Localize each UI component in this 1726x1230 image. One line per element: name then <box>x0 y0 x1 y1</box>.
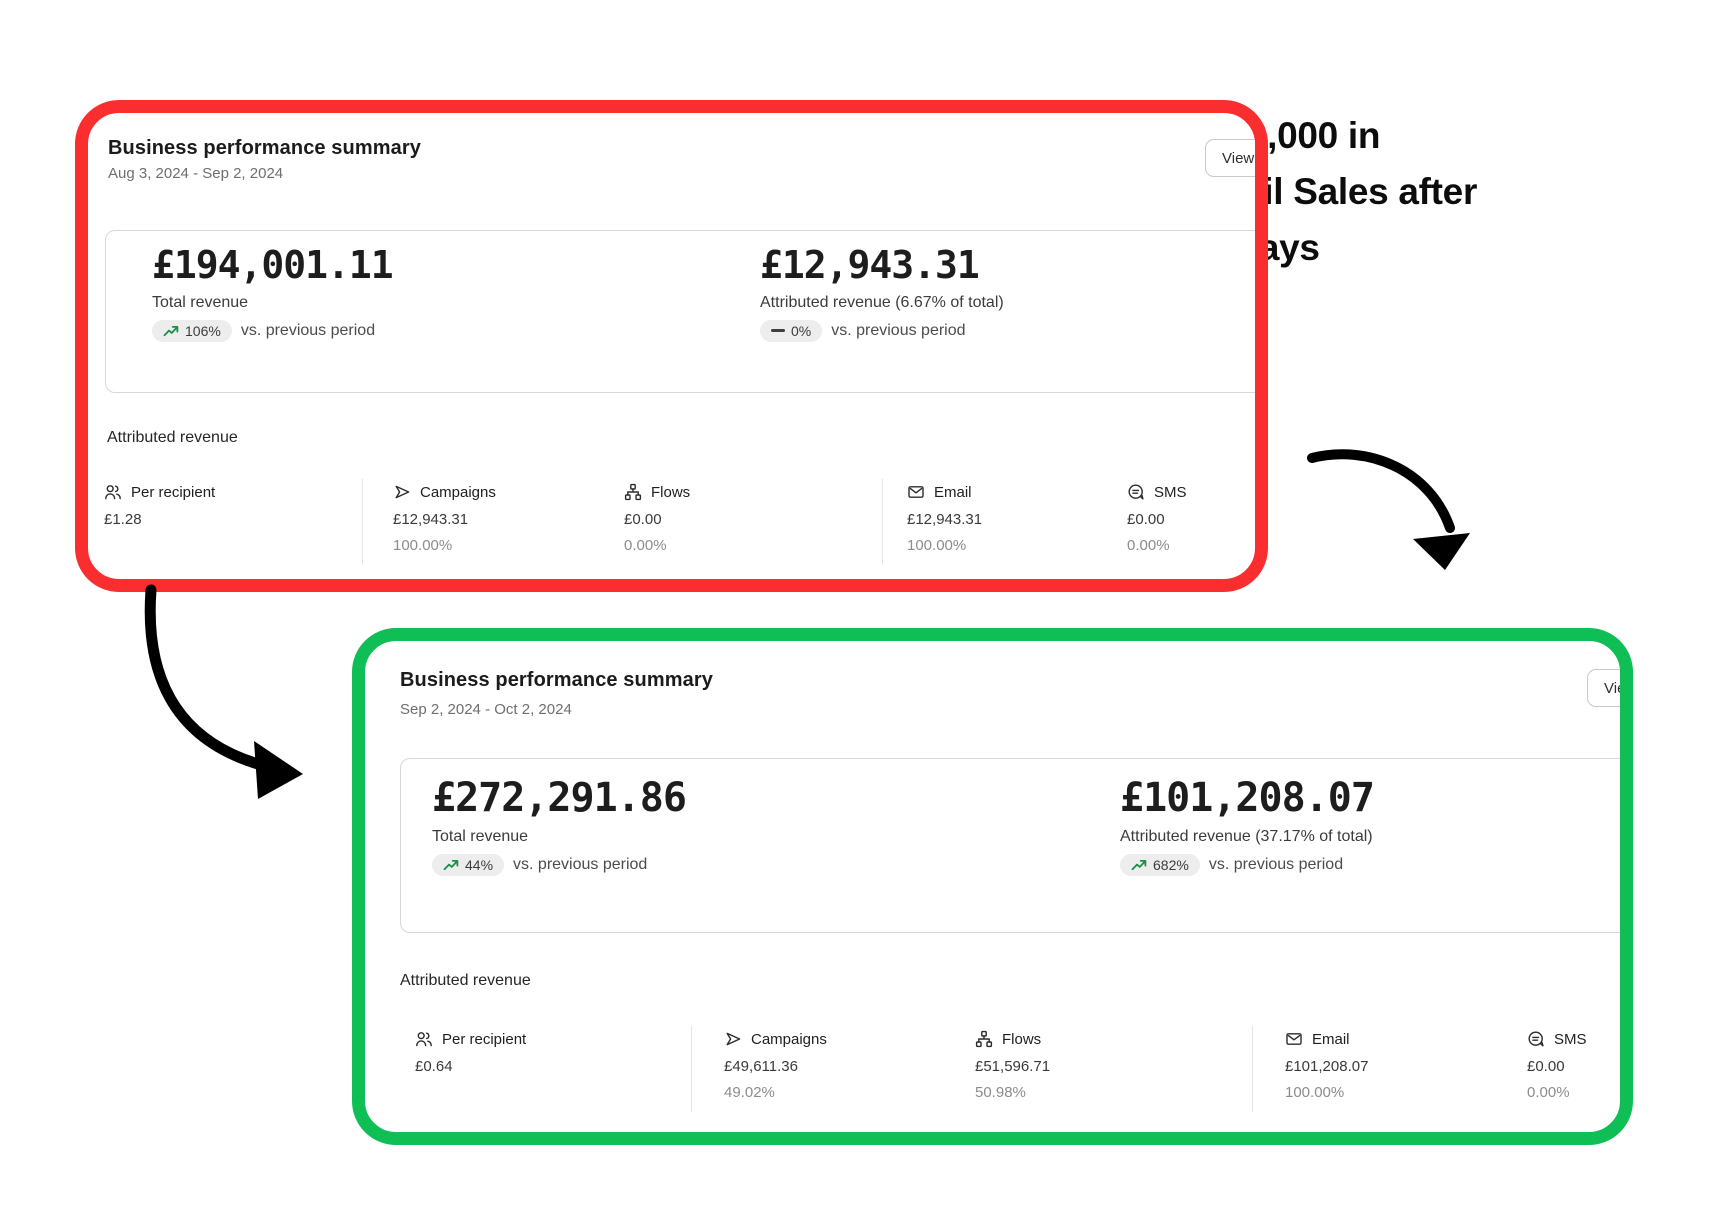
trend-up-icon <box>443 857 459 873</box>
column-percent: 50.98% <box>975 1084 1026 1101</box>
performance-card-after: Business performance summary Sep 2, 2024… <box>352 628 1633 1145</box>
arrow-right-icon <box>1307 449 1470 570</box>
total-revenue-label: Total revenue <box>432 827 529 845</box>
column-value: £0.00 <box>1127 511 1165 528</box>
column-label: Email <box>1312 1030 1350 1048</box>
column-label: Campaigns <box>420 483 496 501</box>
trend-percent: 106% <box>185 322 221 339</box>
date-range: Aug 3, 2024 - Sep 2, 2024 <box>108 165 284 182</box>
view-details-button[interactable]: View d <box>1205 139 1255 177</box>
column-label: Flows <box>651 483 691 501</box>
column-per-recipient: Per recipient £0.64 <box>415 1029 630 1076</box>
column-value: £101,208.07 <box>1285 1058 1369 1075</box>
card-title: Business performance summary <box>400 669 713 691</box>
people-icon <box>415 1030 433 1048</box>
column-label: SMS <box>1554 1030 1587 1048</box>
total-revenue-label: Total revenue <box>152 293 249 311</box>
sms-icon <box>1527 1030 1545 1048</box>
date-range: Sep 2, 2024 - Oct 2, 2024 <box>400 701 572 718</box>
performance-card-before: Business performance summary Aug 3, 2024… <box>75 100 1268 592</box>
column-value: £0.00 <box>1527 1058 1565 1075</box>
column-campaigns: Campaigns £12,943.31 100.00% <box>393 482 608 555</box>
column-value: £1.28 <box>104 511 142 528</box>
column-value: £12,943.31 <box>393 511 469 528</box>
trend-percent: 682% <box>1153 856 1189 873</box>
column-value: £0.00 <box>624 511 662 528</box>
send-icon <box>724 1030 742 1048</box>
total-revenue-value: £194,001.11 <box>152 243 394 287</box>
trend-badge: 44% <box>432 853 505 876</box>
column-email: Email £12,943.31 100.00% <box>907 482 1122 555</box>
attributed-revenue-heading: Attributed revenue <box>400 972 531 989</box>
column-percent: 100.00% <box>393 537 453 554</box>
column-label: Email <box>934 483 972 501</box>
column-label: Flows <box>1002 1030 1042 1048</box>
column-flows: Flows £0.00 0.00% <box>624 482 839 555</box>
column-divider <box>882 479 883 565</box>
column-email: Email £101,208.07 100.00% <box>1285 1029 1500 1102</box>
column-divider <box>1252 1026 1253 1112</box>
vs-previous-period-text: vs. previous period <box>240 321 376 339</box>
column-percent: 100.00% <box>1285 1084 1345 1101</box>
column-value: £12,943.31 <box>907 511 983 528</box>
metrics-panel: £272,291.86 Total revenue 44% vs. previo… <box>400 758 1620 933</box>
column-label: SMS <box>1154 483 1187 501</box>
metric-attributed-revenue: £12,943.31 Attributed revenue (6.67% of … <box>760 231 1004 342</box>
column-percent: 0.00% <box>1127 537 1170 554</box>
people-icon <box>104 483 122 501</box>
metric-total-revenue: £194,001.11 Total revenue 106% vs. previ… <box>152 231 394 342</box>
attributed-revenue-label: Attributed revenue (37.17% of total) <box>1120 827 1373 845</box>
column-per-recipient: Per recipient £1.28 <box>104 482 319 529</box>
trend-percent: 0% <box>791 322 812 339</box>
vs-previous-period-text: vs. previous period <box>1208 855 1344 873</box>
column-label: Campaigns <box>751 1030 827 1048</box>
column-sms: SMS £0.00 0.00% <box>1127 482 1255 555</box>
trend-badge: 0% <box>760 319 823 342</box>
metrics-panel: £194,001.11 Total revenue 106% vs. previ… <box>105 230 1255 393</box>
column-value: £51,596.71 <box>975 1058 1051 1075</box>
column-label: Per recipient <box>131 483 216 501</box>
attributed-revenue-label: Attributed revenue (6.67% of total) <box>760 293 1004 311</box>
column-label: Per recipient <box>442 1030 527 1048</box>
trend-badge: 106% <box>152 319 232 342</box>
send-icon <box>393 483 411 501</box>
column-sms: SMS £0.00 0.00% <box>1527 1029 1620 1102</box>
trend-percent: 44% <box>465 856 494 873</box>
arrow-left-icon <box>144 584 303 799</box>
column-percent: 0.00% <box>624 537 667 554</box>
column-value: £0.64 <box>415 1058 453 1075</box>
attributed-revenue-value: £12,943.31 <box>760 243 980 287</box>
column-value: £49,611.36 <box>724 1058 798 1075</box>
metric-attributed-revenue: £101,208.07 Attributed revenue (37.17% o… <box>1120 759 1375 876</box>
email-icon <box>907 483 925 501</box>
sms-icon <box>1127 483 1145 501</box>
column-percent: 0.00% <box>1527 1084 1570 1101</box>
view-details-button[interactable]: View d <box>1587 669 1620 707</box>
flow-icon <box>624 483 642 501</box>
column-campaigns: Campaigns £49,611.36 49.02% <box>724 1029 939 1102</box>
attributed-revenue-heading: Attributed revenue <box>107 429 238 446</box>
column-percent: 100.00% <box>907 537 967 554</box>
vs-previous-period-text: vs. previous period <box>831 321 966 339</box>
column-divider <box>691 1026 692 1112</box>
column-divider <box>362 479 363 565</box>
column-percent: 49.02% <box>724 1084 775 1101</box>
column-flows: Flows £51,596.71 50.98% <box>975 1029 1190 1102</box>
flow-icon <box>975 1030 993 1048</box>
trend-up-icon <box>1131 857 1147 873</box>
email-icon <box>1285 1030 1303 1048</box>
total-revenue-value: £272,291.86 <box>432 775 687 821</box>
trend-up-icon <box>163 323 179 339</box>
metric-total-revenue: £272,291.86 Total revenue 44% vs. previo… <box>432 759 687 876</box>
vs-previous-period-text: vs. previous period <box>513 855 648 873</box>
attributed-revenue-value: £101,208.07 <box>1120 775 1375 821</box>
card-title: Business performance summary <box>108 137 421 159</box>
flat-trend-icon <box>771 329 785 332</box>
trend-badge: 682% <box>1120 853 1200 876</box>
